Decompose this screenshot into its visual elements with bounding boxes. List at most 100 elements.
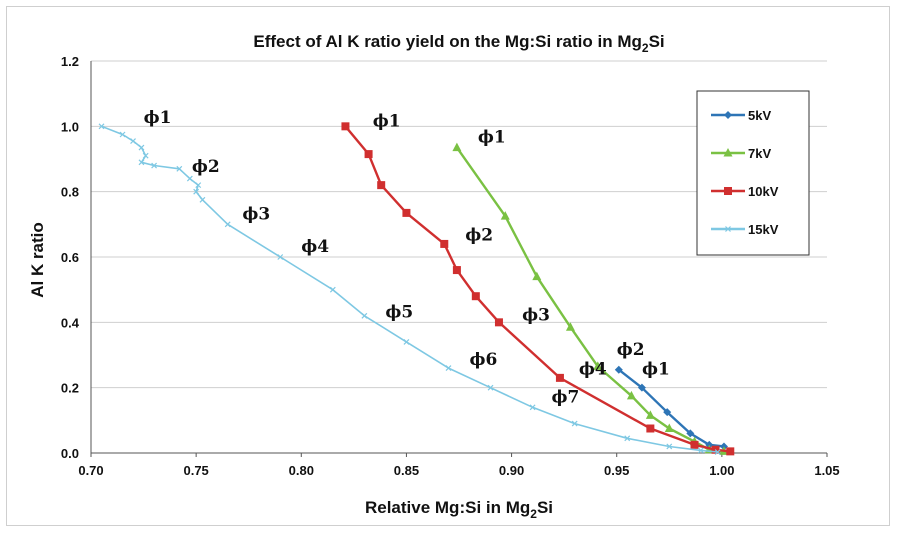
data-point-10kv [452, 266, 461, 275]
data-point-15kv [445, 365, 452, 371]
legend-marker-15kv [725, 226, 731, 232]
data-point-15kv [138, 144, 145, 151]
data-point-15kv [571, 420, 578, 427]
phi-annotation: ϕ1 [478, 128, 506, 148]
series-5kv [614, 365, 728, 451]
x-tick-label: 0.75 [183, 463, 208, 478]
data-point-10kv [494, 318, 503, 327]
chart-title-end: Si [649, 32, 665, 51]
data-point-15kv [714, 449, 721, 455]
phi-annotation: ϕ4 [301, 237, 329, 257]
data-point-15kv [142, 152, 149, 159]
x-axis-title-main: Relative Mg:Si in Mg [365, 498, 530, 517]
data-point-15kv [697, 447, 704, 454]
chart-title-sub: 2 [642, 41, 649, 55]
x-tick-label: 0.85 [394, 463, 419, 478]
y-tick-label: 0.0 [61, 446, 79, 461]
x-axis-title-sub: 2 [530, 507, 537, 521]
y-axis-title: Al K ratio [28, 222, 47, 298]
x-tick-label: 1.00 [709, 463, 734, 478]
phi-annotation: ϕ4 [579, 360, 607, 380]
x-axis-title: Relative Mg:Si in Mg2Si [365, 498, 553, 521]
data-point-15kv [176, 165, 183, 172]
data-point-5kv [686, 429, 695, 438]
data-point-10kv [646, 424, 655, 433]
chart-svg: Effect of Al K ratio yield on the Mg:Si … [28, 32, 840, 521]
series-line-5kv [618, 368, 725, 448]
data-point-7kv [664, 423, 674, 432]
data-point-15kv [138, 159, 145, 166]
data-point-15kv [119, 131, 126, 138]
phi-annotation: ϕ2 [465, 226, 493, 246]
data-point-15kv [487, 384, 494, 391]
legend-label-7kv: 7kV [748, 146, 771, 161]
data-point-15kv [277, 254, 284, 260]
data-point-7kv [565, 322, 575, 331]
legend-box [696, 90, 810, 256]
phi-annotation: ϕ2 [192, 157, 220, 177]
data-point-15kv [195, 182, 202, 189]
y-tick-label: 1.2 [61, 54, 79, 69]
phi-annotation: ϕ1 [373, 111, 401, 131]
phi-annotation: ϕ5 [385, 302, 413, 322]
x-tick-label: 1.05 [814, 463, 839, 478]
data-point-15kv [98, 123, 105, 130]
data-point-10kv [341, 122, 350, 131]
data-point-5kv [663, 408, 672, 417]
x-axis-title-end: Si [537, 498, 553, 517]
data-point-10kv [440, 239, 449, 248]
series-line-7kv [455, 146, 725, 453]
x-tick-label: 0.90 [499, 463, 524, 478]
legend: 5kV 7kV 10kV 15kV [696, 90, 810, 256]
phi-annotation: ϕ1 [144, 108, 172, 128]
data-point-15kv [361, 312, 368, 319]
data-point-10kv [471, 292, 480, 301]
phi-annotation: ϕ3 [242, 204, 270, 224]
data-point-7kv [645, 410, 655, 419]
series-10kv [341, 122, 735, 456]
chart-frame: Effect of Al K ratio yield on the Mg:Si … [6, 6, 890, 526]
legend-label-10kv: 10kV [748, 184, 779, 199]
data-point-5kv [637, 383, 646, 392]
phi-annotation: ϕ6 [470, 350, 498, 370]
phi-annotation: ϕ7 [552, 387, 580, 407]
data-point-7kv [626, 390, 636, 400]
series-line-10kv [344, 125, 731, 453]
legend-label-5kv: 5kV [748, 108, 771, 123]
data-point-10kv [364, 150, 373, 159]
y-tick-label: 0.8 [61, 185, 79, 200]
data-point-15kv [403, 339, 410, 345]
y-tick-label: 1.0 [61, 119, 79, 134]
series-7kv [452, 142, 729, 455]
y-tick-label: 0.6 [61, 250, 79, 265]
y-tick-label: 0.2 [61, 381, 79, 396]
data-point-15kv [666, 443, 673, 450]
x-tick-label: 0.70 [78, 463, 103, 478]
data-point-15kv [624, 435, 631, 442]
data-point-15kv [151, 162, 158, 169]
data-point-10kv [690, 440, 699, 449]
phi-annotation: ϕ2 [617, 340, 645, 360]
series-layer [98, 122, 735, 456]
data-point-15kv [529, 404, 536, 411]
data-point-15kv [130, 138, 136, 144]
x-tick-label: 0.80 [289, 463, 314, 478]
x-tick-labels: 0.70 0.75 0.80 0.85 0.90 0.95 1.00 1.05 [78, 463, 839, 478]
data-point-15kv [193, 188, 200, 195]
data-point-10kv [555, 373, 564, 382]
chart-title: Effect of Al K ratio yield on the Mg:Si … [253, 32, 664, 55]
data-point-15kv [329, 286, 336, 293]
phi-annotation: ϕ3 [522, 306, 550, 326]
data-point-10kv [726, 447, 735, 456]
phi-annotation: ϕ1 [642, 360, 670, 380]
legend-label-15kv: 15kV [748, 222, 779, 237]
y-tick-label: 0.4 [61, 315, 80, 330]
data-point-7kv [452, 142, 462, 152]
data-point-7kv [532, 271, 542, 281]
data-point-10kv [377, 181, 386, 190]
data-point-15kv [186, 175, 193, 182]
legend-marker-5kv [724, 111, 732, 119]
data-point-7kv [593, 361, 603, 370]
data-point-5kv [614, 365, 623, 374]
